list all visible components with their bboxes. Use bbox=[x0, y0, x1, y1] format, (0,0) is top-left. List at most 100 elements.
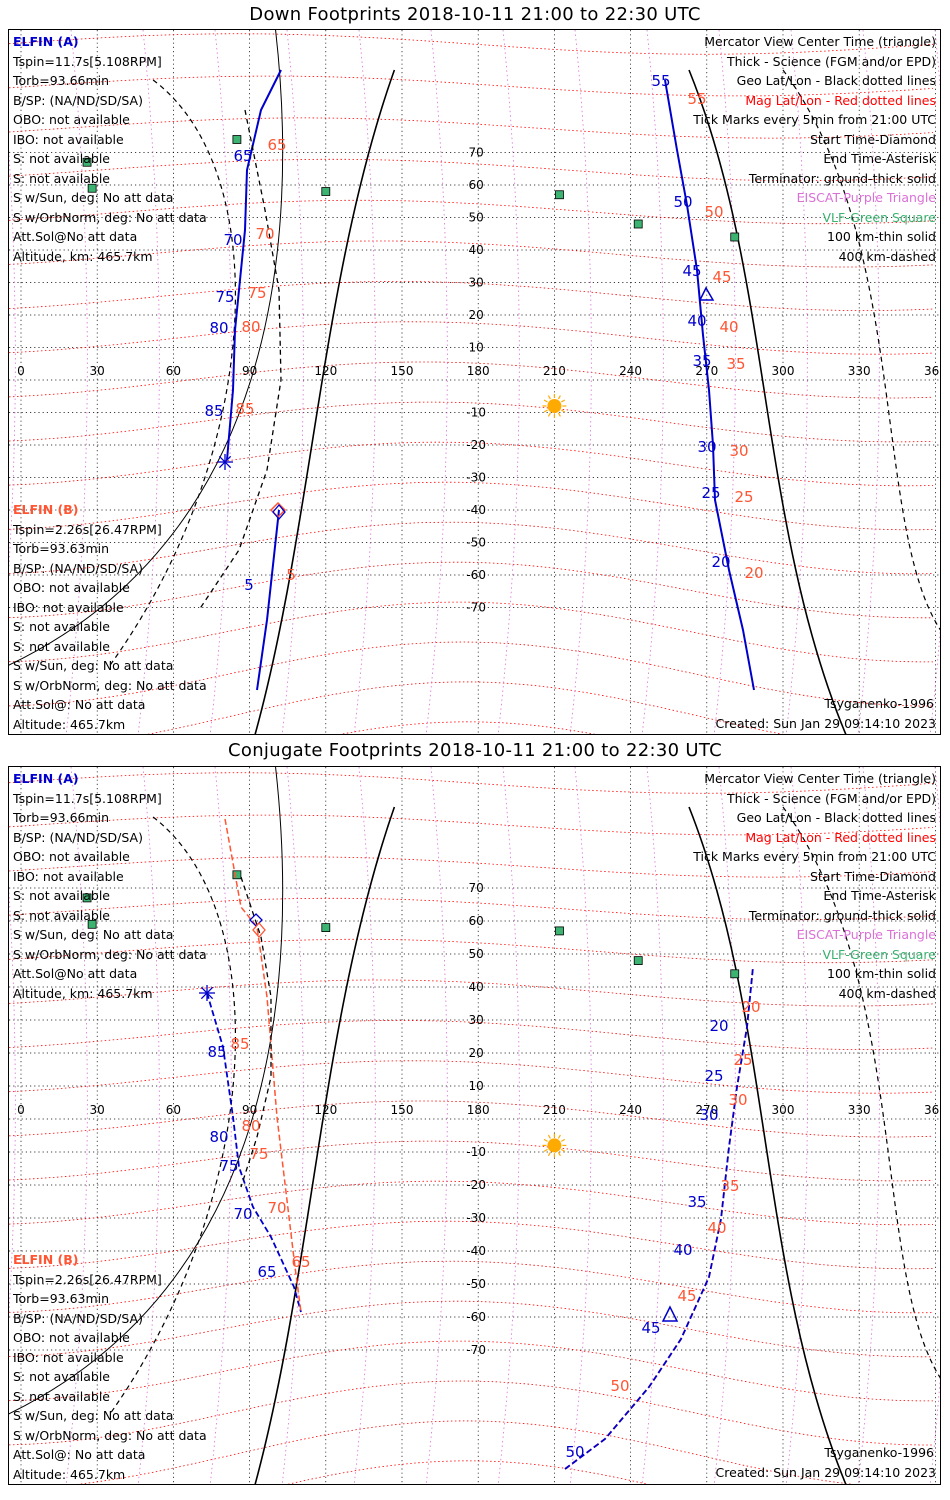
elfin-a-info-down: ELFIN (A) Tspin=11.7s[5.108RPM] Torb=93.… bbox=[13, 32, 207, 266]
sun-ray bbox=[558, 396, 560, 399]
mag-meridian bbox=[570, 30, 591, 735]
lon-tick-label: 150 bbox=[391, 364, 414, 378]
elfin-b-line: S: not available bbox=[13, 1387, 207, 1407]
model-label: Tsyganenko-1996 bbox=[824, 696, 934, 711]
legend-item: Mag Lat/Lon - Red dotted lines bbox=[693, 91, 936, 111]
elfin-b-line: S: not available bbox=[13, 1367, 207, 1387]
model-label: Tsyganenko-1996 bbox=[824, 1445, 934, 1460]
elfin-a-mag-label: 45 bbox=[677, 1287, 696, 1305]
lon-tick-label: 240 bbox=[619, 364, 642, 378]
sun-ray bbox=[548, 396, 550, 399]
lon-tick-label: 180 bbox=[467, 364, 490, 378]
elfin-a-line: S w/Sun, deg: No att data bbox=[13, 925, 207, 945]
subsolar-point-icon bbox=[547, 399, 561, 413]
lat-tick-label: 60 bbox=[469, 914, 484, 928]
elfin-a-tick-label: 20 bbox=[711, 553, 730, 571]
elfin-a-tick-label: 25 bbox=[701, 484, 720, 502]
elfin-a-line: OBO: not available bbox=[13, 847, 207, 867]
legend-item: EISCAT-Purple Triangle bbox=[693, 188, 936, 208]
vlf-station-square bbox=[634, 957, 642, 965]
sun-ray bbox=[558, 1135, 560, 1138]
elfin-b-line: S w/Sun, deg: No att data bbox=[13, 1406, 207, 1426]
elfin-b-label: ELFIN (B) bbox=[13, 500, 207, 520]
elfin-a-tick-label: 65 bbox=[257, 1263, 276, 1281]
legend-item: Terminator: ground-thick solid bbox=[693, 169, 936, 189]
lat-tick-label: 10 bbox=[469, 341, 484, 355]
sun-ray bbox=[548, 413, 550, 416]
elfin-b-tick-label: 5 bbox=[244, 576, 254, 594]
lat-tick-label: 60 bbox=[469, 178, 484, 192]
elfin-b-line: Altitude: 465.7km bbox=[13, 715, 207, 735]
legend-item: Geo Lat/Lon - Black dotted lines bbox=[693, 71, 936, 91]
legend-item: Mag Lat/Lon - Red dotted lines bbox=[693, 828, 936, 848]
elfin-a-line: Tspin=11.7s[5.108RPM] bbox=[13, 52, 207, 72]
elfin-a-line: S: not available bbox=[13, 906, 207, 926]
elfin-a-mag-label: 30 bbox=[728, 1091, 747, 1109]
elfin-a-line: B/SP: (NA/ND/SD/SA) bbox=[13, 91, 207, 111]
elfin-a-tick-label: 70 bbox=[223, 231, 242, 249]
down-footprints-map-panel: 0306090120150180210240270300330360706050… bbox=[8, 29, 941, 735]
legend-item: VLF-Green Square bbox=[693, 945, 936, 965]
elfin-b-line: Altitude: 465.7km bbox=[13, 1465, 207, 1485]
elfin-b-line: S: not available bbox=[13, 617, 207, 637]
lon-tick-label: 210 bbox=[543, 364, 566, 378]
sun-ray bbox=[561, 400, 564, 402]
mag-meridian bbox=[354, 767, 375, 1485]
elfin-b-track-west bbox=[225, 819, 301, 1312]
panel-title-down: Down Footprints 2018-10-11 21:00 to 22:3… bbox=[0, 4, 950, 25]
elfin-a-tick-label: 30 bbox=[697, 438, 716, 456]
lon-tick-label: 330 bbox=[848, 1103, 871, 1117]
elfin-a-info-conjugate: ELFIN (A) Tspin=11.7s[5.108RPM] Torb=93.… bbox=[13, 769, 207, 1003]
lat-tick-label: 30 bbox=[469, 1013, 484, 1027]
elfin-a-mag-label: 40 bbox=[707, 1219, 726, 1237]
lat-tick-label: -10 bbox=[466, 1145, 486, 1159]
sun-ray bbox=[548, 1152, 550, 1155]
elfin-a-label: ELFIN (A) bbox=[13, 769, 207, 789]
lon-tick-label: 210 bbox=[543, 1103, 566, 1117]
elfin-b-line: Att.Sol@: No att data bbox=[13, 1445, 207, 1465]
elfin-b-line: Torb=93.63min bbox=[13, 1289, 207, 1309]
created-timestamp: Created: Sun Jan 29 09:14:10 2023 bbox=[716, 716, 936, 731]
lat-tick-label: -30 bbox=[466, 471, 486, 485]
elfin-a-mag-label: 25 bbox=[733, 1051, 752, 1069]
lat-tick-label: 50 bbox=[469, 211, 484, 225]
mag-meridian bbox=[498, 30, 519, 735]
elfin-b-line: S w/OrbNorm, deg: No att data bbox=[13, 1426, 207, 1446]
elfin-a-mag-label: 25 bbox=[734, 488, 753, 506]
elfin-a-line: Att.Sol@No att data bbox=[13, 227, 207, 247]
elfin-a-mag-label: 85 bbox=[230, 1035, 249, 1053]
mag-meridian bbox=[498, 767, 519, 1485]
elfin-b-line: S: not available bbox=[13, 637, 207, 657]
legend-item: Start Time-Diamond bbox=[693, 130, 936, 150]
sun-ray bbox=[561, 1139, 564, 1141]
elfin-a-tick-label: 65 bbox=[233, 147, 252, 165]
elfin-a-tick-label: 50 bbox=[565, 1443, 584, 1461]
elfin-a-tick-label: 70 bbox=[233, 1205, 252, 1223]
sun-ray bbox=[544, 1139, 547, 1141]
elfin-b-line: B/SP: (NA/ND/SD/SA) bbox=[13, 1309, 207, 1329]
created-timestamp: Created: Sun Jan 29 09:14:10 2023 bbox=[716, 1465, 936, 1480]
lon-tick-label: 60 bbox=[166, 364, 181, 378]
elfin-a-mag-label: 30 bbox=[729, 442, 748, 460]
legend-item: EISCAT-Purple Triangle bbox=[693, 925, 936, 945]
legend-item: VLF-Green Square bbox=[693, 208, 936, 228]
elfin-b-line: Torb=93.63min bbox=[13, 539, 207, 559]
mag-meridian bbox=[426, 767, 447, 1485]
lat-tick-label: 40 bbox=[469, 243, 484, 257]
vlf-station-square bbox=[233, 136, 241, 144]
sun-ray bbox=[558, 1152, 560, 1155]
sun-ray bbox=[561, 410, 564, 412]
lat-tick-label: 70 bbox=[469, 881, 484, 895]
elfin-a-tick-label: 85 bbox=[207, 1043, 226, 1061]
elfin-a-mag-label: 50 bbox=[610, 1377, 629, 1395]
elfin-a-line: Torb=93.66min bbox=[13, 808, 207, 828]
sun-ray bbox=[544, 400, 547, 402]
lon-tick-label: 30 bbox=[90, 364, 105, 378]
elfin-b-line: B/SP: (NA/ND/SD/SA) bbox=[13, 559, 207, 579]
elfin-a-tick-label: 25 bbox=[704, 1067, 723, 1085]
elfin-a-line: IBO: not available bbox=[13, 130, 207, 150]
lat-tick-label: -70 bbox=[466, 1343, 486, 1357]
legend-item: 400 km-dashed bbox=[693, 247, 936, 267]
mag-meridian bbox=[210, 767, 231, 1485]
legend-item: Mercator View Center Time (triangle) bbox=[693, 769, 936, 789]
